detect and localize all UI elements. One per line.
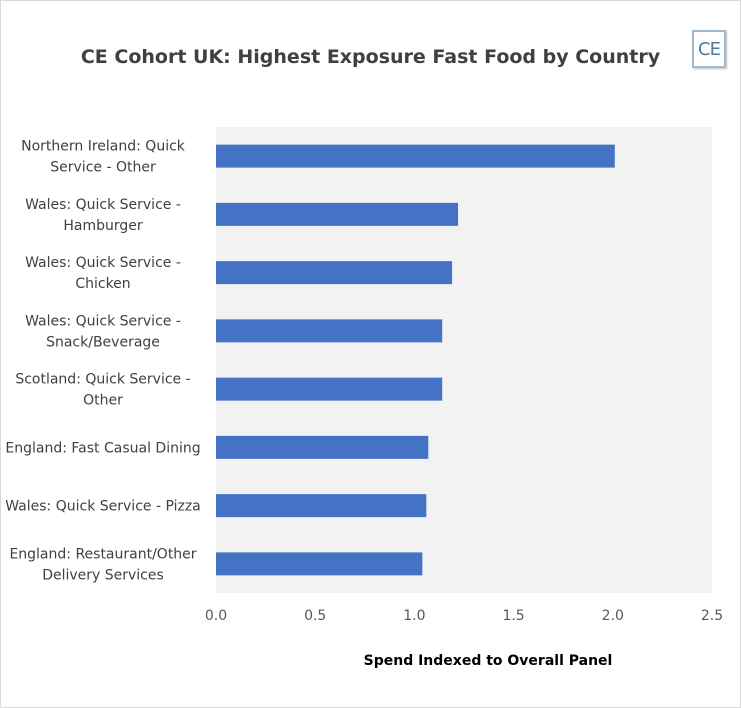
category-label-line: Wales: Quick Service - — [25, 313, 181, 329]
x-tick-label: 2.0 — [602, 608, 624, 624]
x-tick-label: 2.5 — [701, 608, 723, 624]
chart-title: CE Cohort UK: Highest Exposure Fast Food… — [80, 46, 661, 68]
category-label: Northern Ireland: Quick Service - Other — [21, 139, 186, 176]
category-label: Wales: Quick Service - Hamburger — [25, 197, 181, 234]
plot-area — [216, 127, 712, 593]
category-label-line: England: Fast Casual Dining — [5, 440, 200, 456]
category-label-line: Wales: Quick Service - — [25, 255, 181, 271]
bar — [216, 144, 615, 168]
category-label: Wales: Quick Service - Pizza — [5, 499, 201, 515]
x-tick-label: 1.5 — [502, 608, 524, 624]
bar — [216, 494, 427, 518]
category-label-line: Northern Ireland: Quick — [21, 139, 186, 155]
category-label-line: Service - Other — [50, 160, 156, 176]
category-label-line: England: Restaurant/Other — [9, 546, 196, 562]
bar — [216, 377, 443, 401]
category-label: Wales: Quick Service - Chicken — [25, 255, 181, 292]
bar — [216, 261, 453, 285]
category-label: England: Restaurant/Other Delivery Servic… — [9, 546, 196, 583]
ce-logo: CE — [692, 30, 726, 68]
category-label-line: Other — [83, 393, 123, 409]
category-label-line: Wales: Quick Service - Pizza — [5, 499, 201, 515]
category-label-line: Wales: Quick Service - — [25, 197, 181, 213]
category-label-line: Chicken — [75, 276, 130, 292]
x-tick-label: 0.5 — [304, 608, 326, 624]
bar — [216, 435, 429, 459]
bar — [216, 552, 423, 576]
category-label-line: Snack/Beverage — [46, 334, 160, 350]
category-label: England: Fast Casual Dining — [5, 440, 200, 456]
category-label-line: Delivery Services — [42, 567, 164, 583]
x-axis-label: Spend Indexed to Overall Panel — [363, 653, 613, 669]
x-tick-label: 0.0 — [205, 608, 227, 624]
category-label: Scotland: Quick Service - Other — [15, 372, 190, 409]
category-label-line: Scotland: Quick Service - — [15, 372, 190, 388]
x-tick-label: 1.0 — [403, 608, 425, 624]
category-label-line: Hamburger — [63, 218, 143, 234]
bar — [216, 202, 459, 226]
category-label: Wales: Quick Service - Snack/Beverage — [25, 313, 181, 350]
bar — [216, 319, 443, 343]
